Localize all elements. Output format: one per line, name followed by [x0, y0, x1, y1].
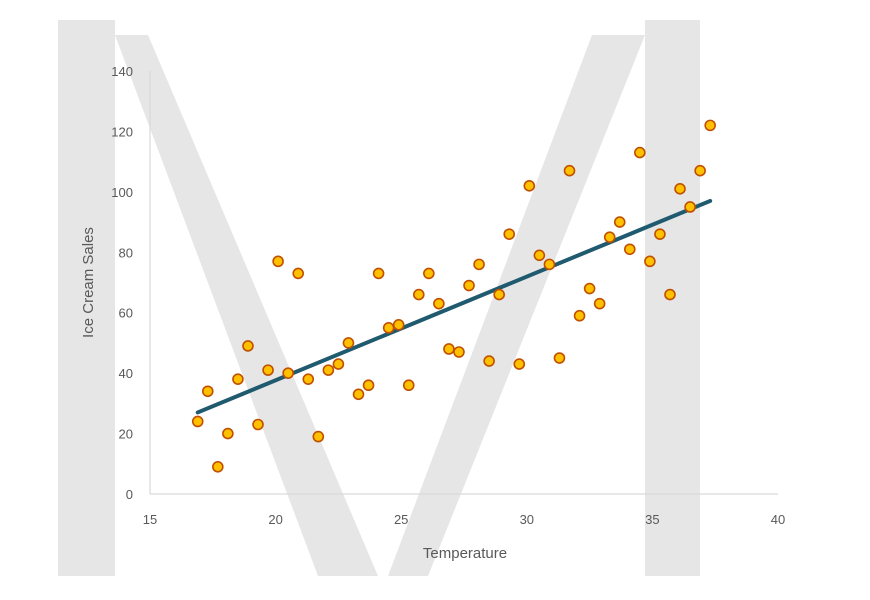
data-point: [302, 373, 315, 385]
data-point: [603, 231, 616, 243]
scatter-points: [191, 119, 716, 473]
data-point: [423, 267, 435, 280]
watermark-m-logo: [58, 20, 700, 576]
data-point: [312, 430, 325, 443]
data-point: [533, 249, 546, 262]
data-point: [252, 418, 264, 431]
data-point: [453, 346, 465, 358]
data-point: [322, 364, 335, 376]
data-point: [272, 255, 284, 268]
x-tick-label: 40: [771, 512, 785, 527]
data-point: [644, 255, 656, 268]
watermark-left-stem: [58, 20, 115, 576]
trendline-group: [195, 198, 713, 415]
y-tick-label: 120: [111, 124, 133, 139]
data-point: [191, 415, 204, 428]
data-point: [201, 385, 214, 398]
data-point: [402, 379, 415, 392]
x-tick-label: 25: [394, 512, 408, 527]
x-tick-label: 30: [520, 512, 534, 527]
data-point: [232, 373, 244, 385]
data-point: [704, 119, 716, 132]
data-point: [513, 358, 526, 370]
data-point: [342, 337, 355, 349]
y-tick-label: 100: [111, 185, 133, 200]
data-point: [583, 282, 596, 295]
data-point: [352, 388, 365, 401]
data-point: [573, 309, 586, 322]
data-point: [654, 228, 666, 240]
data-point: [392, 318, 405, 331]
data-point: [503, 228, 516, 240]
data-point: [634, 146, 646, 159]
data-point: [332, 358, 345, 370]
x-axis-title: Temperature: [423, 545, 507, 562]
x-tick-label: 15: [143, 512, 157, 527]
data-point: [362, 379, 375, 392]
data-point: [282, 367, 294, 379]
data-point: [684, 201, 696, 213]
y-tick-label: 60: [119, 306, 133, 321]
x-tick-label: 20: [268, 512, 282, 527]
data-point: [372, 267, 385, 280]
data-point: [664, 288, 676, 301]
data-point: [493, 288, 505, 301]
data-point: [694, 164, 706, 177]
data-point: [473, 258, 485, 271]
data-point: [463, 279, 475, 292]
data-point: [382, 322, 395, 334]
data-point: [553, 352, 566, 364]
data-point: [292, 267, 305, 280]
data-point: [483, 355, 495, 367]
x-tick-labels: 15 20 25 30 35 40: [143, 512, 785, 527]
data-point: [443, 343, 455, 355]
data-point: [563, 164, 576, 177]
watermark-right-diagonal: [388, 35, 645, 576]
y-tick-label: 140: [111, 64, 133, 79]
y-axis-title: Ice Cream Sales: [80, 227, 97, 338]
data-point: [242, 340, 254, 352]
chart-axes: [149, 71, 778, 495]
data-point: [412, 288, 425, 301]
y-tick-label: 0: [126, 487, 133, 502]
data-point: [613, 216, 626, 228]
y-tick-label: 40: [119, 366, 133, 381]
data-point: [523, 180, 536, 192]
watermark-left-diagonal: [115, 35, 378, 576]
data-point: [262, 364, 274, 376]
y-tick-labels: 0 20 40 60 80 100 120 140: [111, 64, 133, 502]
data-point: [543, 258, 556, 271]
y-tick-label: 20: [119, 427, 133, 442]
data-point: [674, 183, 686, 195]
data-point: [433, 297, 445, 310]
trendline: [195, 198, 713, 415]
y-tick-label: 80: [119, 245, 133, 260]
data-point: [593, 297, 606, 310]
data-point: [222, 427, 234, 440]
data-point: [623, 243, 636, 256]
x-tick-label: 35: [645, 512, 659, 527]
data-point: [212, 461, 224, 473]
